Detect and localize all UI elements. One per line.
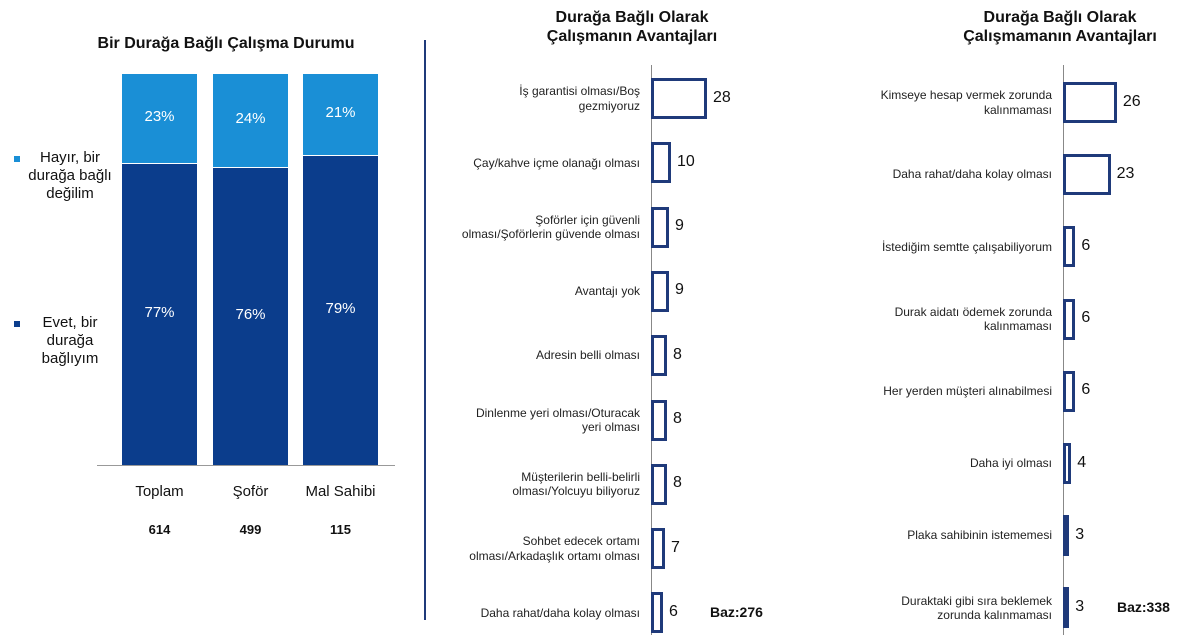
x-tick-label: Şoför bbox=[232, 483, 269, 500]
bar-segment bbox=[213, 167, 288, 465]
category-label: Durak aidatı ödemek zorunda kalınmaması bbox=[894, 304, 1052, 334]
value-label: 6 bbox=[669, 602, 678, 620]
value-label: 79% bbox=[325, 300, 356, 318]
base-note: Baz:276 bbox=[710, 603, 763, 620]
category-label: Daha rahat/daha kolay olması bbox=[480, 605, 640, 620]
bar-segment bbox=[122, 163, 197, 465]
category-label: Kimseye hesap vermek zorunda kalınmaması bbox=[880, 88, 1052, 117]
x-axis bbox=[97, 465, 395, 466]
bar bbox=[1063, 515, 1070, 557]
category-label: Plaka sahibinin istememesi bbox=[907, 528, 1052, 543]
value-label: 26 bbox=[1122, 92, 1141, 110]
bar bbox=[651, 78, 707, 119]
bar bbox=[1063, 298, 1076, 340]
bar bbox=[651, 335, 667, 377]
bar-segment bbox=[303, 155, 378, 465]
legend-label: Evet, bir durağa bağlıyım bbox=[41, 314, 99, 367]
bar bbox=[651, 142, 671, 184]
bar bbox=[651, 270, 669, 312]
category-label: Daha iyi olması bbox=[969, 456, 1052, 471]
value-label: 4 bbox=[1077, 453, 1087, 471]
value-label: 7 bbox=[671, 538, 680, 556]
value-label: 8 bbox=[673, 474, 682, 492]
bar-segment bbox=[122, 73, 197, 164]
bar bbox=[1063, 443, 1072, 484]
category-label: Duraktaki gibi sıra beklemek zorunda kal… bbox=[901, 593, 1052, 622]
value-label: 3 bbox=[1075, 525, 1085, 543]
bar-segment bbox=[213, 73, 288, 168]
legend-marker bbox=[14, 156, 20, 162]
bar-segment bbox=[303, 73, 378, 156]
category-label: İstediğim semtte çalışabiliyorum bbox=[881, 239, 1052, 254]
legend-marker bbox=[14, 321, 20, 327]
value-label: 24% bbox=[235, 110, 266, 128]
bar bbox=[651, 463, 667, 505]
bar bbox=[651, 592, 663, 634]
value-label: 23 bbox=[1116, 164, 1135, 182]
category-label: Müşterilerin belli-belirli olması/Yolcuy… bbox=[512, 469, 640, 499]
bar bbox=[651, 528, 665, 570]
category-label: Daha rahat/daha kolay olması bbox=[892, 167, 1052, 182]
category-label: Avantajı yok bbox=[574, 284, 640, 299]
base-count: 115 bbox=[330, 522, 351, 537]
legend-label: Hayır, bir durağa bağlı değilim bbox=[28, 149, 112, 202]
value-label: 9 bbox=[675, 281, 684, 299]
x-tick-label: Mal Sahibi bbox=[305, 483, 376, 500]
value-label: 8 bbox=[673, 410, 682, 427]
bar bbox=[1063, 370, 1076, 412]
divider bbox=[424, 40, 426, 620]
bar bbox=[1063, 587, 1070, 629]
bar bbox=[651, 206, 669, 248]
category-label: Her yerden müşteri alınabilmesi bbox=[883, 384, 1052, 399]
value-label: 23% bbox=[144, 108, 175, 126]
chart-title: Durağa Bağlı Olarak Çalışmanın Avantajla… bbox=[546, 9, 718, 46]
value-label: 6 bbox=[1081, 381, 1091, 399]
base-count: 614 bbox=[148, 522, 171, 537]
base-note: Baz:338 bbox=[1117, 598, 1170, 615]
category-label: Dinlenme yeri olması/Oturacak yeri olmas… bbox=[475, 405, 640, 434]
x-tick-label: Toplam bbox=[135, 483, 184, 500]
value-label: 6 bbox=[1081, 236, 1091, 254]
value-label: 77% bbox=[144, 304, 175, 322]
category-label: Adresin belli olması bbox=[535, 348, 640, 363]
value-label: 21% bbox=[325, 104, 356, 122]
bar bbox=[1063, 154, 1111, 196]
bar bbox=[651, 399, 667, 441]
bar bbox=[1063, 226, 1076, 268]
category-label: Şoförler için güvenli olması/Şoförlerin … bbox=[461, 212, 640, 242]
category-label: Sohbet edecek ortamı olması/Arkadaşlık o… bbox=[469, 534, 640, 563]
value-label: 76% bbox=[235, 306, 266, 324]
chart-title: Durağa Bağlı Olarak Çalışmamanın Avantaj… bbox=[963, 9, 1157, 46]
bar bbox=[1063, 82, 1117, 123]
y-axis bbox=[1063, 65, 1064, 635]
value-label: 8 bbox=[673, 345, 682, 363]
value-label: 3 bbox=[1075, 597, 1085, 615]
value-label: 6 bbox=[1081, 309, 1091, 327]
base-count: 499 bbox=[239, 522, 262, 537]
chart-title: Bir Durağa Bağlı Çalışma Durumu bbox=[97, 35, 355, 52]
category-label: Çay/kahve içme olanağı olması bbox=[473, 155, 640, 170]
category-label: İş garantisi olması/Boş gezmiyoruz bbox=[519, 84, 640, 113]
value-label: 28 bbox=[713, 88, 731, 106]
value-label: 9 bbox=[675, 217, 684, 235]
value-label: 10 bbox=[677, 152, 695, 170]
